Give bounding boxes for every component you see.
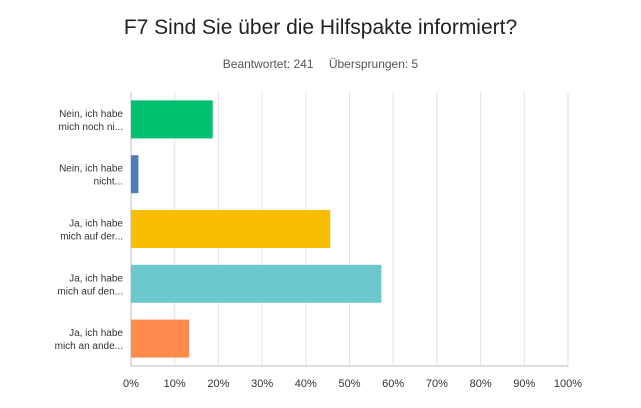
category-label: Nein, ich habe nicht... [59,164,123,188]
x-tick-label: 30% [251,378,273,390]
category-label: Nein, ich habe mich noch ni... [59,109,124,133]
x-tick-label: 70% [426,378,448,390]
x-tick-label: 90% [513,378,535,390]
bar[interactable] [131,100,213,139]
bar[interactable] [131,264,382,303]
bar[interactable] [131,210,331,248]
chart-title: F7 Sind Sie über die Hilfspakte informie… [123,16,518,39]
bar[interactable] [131,155,139,194]
bar[interactable] [131,319,190,358]
bars [131,100,382,358]
x-tick-label: 10% [164,378,186,390]
x-tick-label: 80% [470,378,492,390]
x-tick-label: 60% [382,378,404,390]
x-tick-label: 40% [295,378,317,390]
x-tick-label: 50% [338,378,360,390]
category-labels: Nein, ich habe mich noch ni... Nein, ich h… [55,109,124,352]
category-label: Ja, ich habe mich an ande... [55,328,124,352]
response-summary: Beantwortet: 241 Übersprungen: 5 [0,57,641,71]
answered-count: Beantwortet: 241 [222,57,314,71]
skipped-count: Übersprungen: 5 [328,57,419,71]
category-label: Ja, ich habe mich auf den... [57,273,123,297]
x-tick-labels: 0% 10% 20% 30% 40% 50% 60% 70% 80% 90% 100% [123,378,582,390]
category-label: Ja, ich habe mich auf der... [60,219,123,243]
x-tick-label: 0% [123,378,139,390]
x-tick-label: 20% [207,378,229,390]
x-tick-label: 100% [554,378,582,390]
